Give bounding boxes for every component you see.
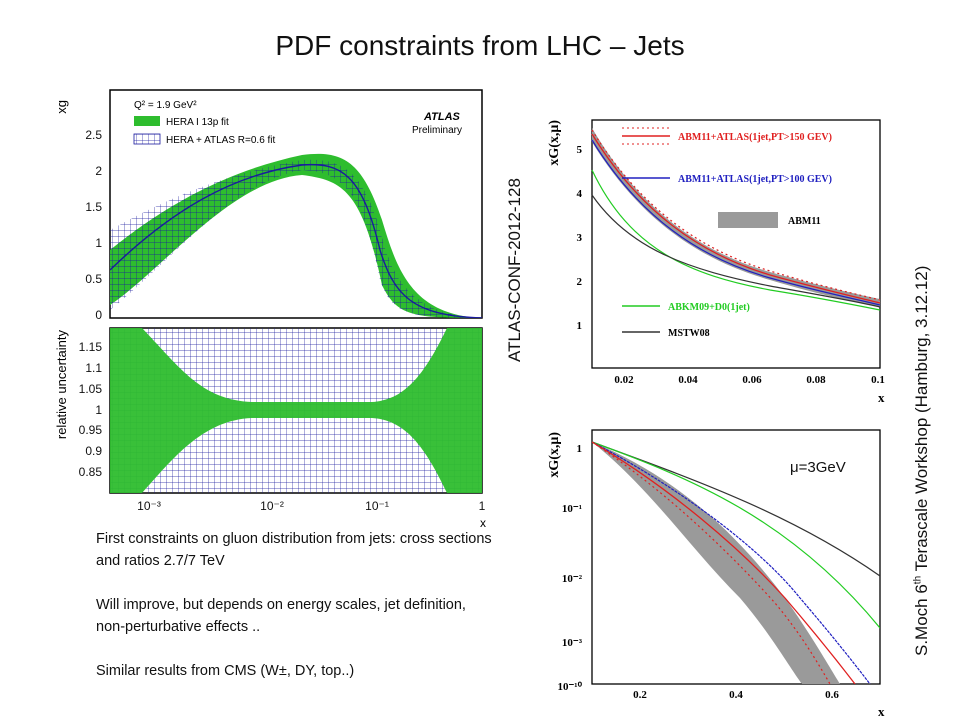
rt-y-ticks: 1 2 3 4 5	[577, 144, 583, 332]
svg-text:3: 3	[577, 232, 583, 244]
workshop-sup: th	[912, 575, 924, 585]
svg-text:0.2: 0.2	[633, 689, 647, 701]
svg-text:10⁻²: 10⁻²	[562, 573, 583, 585]
svg-text:1: 1	[479, 499, 486, 513]
rb-abkm09-curve	[592, 441, 880, 629]
svg-text:0.02: 0.02	[614, 374, 634, 386]
svg-text:10⁻¹: 10⁻¹	[365, 499, 389, 513]
svg-text:1.5: 1.5	[85, 200, 102, 214]
rb-y-ticks: 1 10⁻¹ 10⁻² 10⁻³ 10⁻¹⁰	[557, 443, 582, 693]
svg-text:1.05: 1.05	[79, 382, 103, 396]
preliminary-label: Preliminary	[412, 125, 462, 136]
rt-legend-mstw08-label: MSTW08	[668, 328, 710, 339]
svg-text:0.06: 0.06	[742, 374, 762, 386]
rb-abm11-band	[592, 442, 840, 684]
legend-hera-label: HERA I 13p fit	[166, 117, 229, 128]
svg-text:0.85: 0.85	[79, 465, 103, 479]
rb-ylabel: xG(x,μ)	[547, 432, 562, 478]
rb-abm11-atlas100-curve	[592, 441, 871, 684]
svg-text:1: 1	[95, 236, 102, 250]
rt-legend-abkm09-label: ABKM09+D0(1jet)	[668, 302, 750, 313]
svg-text:4: 4	[577, 188, 583, 200]
svg-text:0.08: 0.08	[806, 374, 826, 386]
paragraph-3: Similar results from CMS (W±, DY, top..)	[96, 663, 355, 679]
rt-abm11-atlas100-curve	[591, 139, 881, 306]
svg-text:1.1: 1.1	[85, 361, 102, 375]
rt-x-ticks: 0.02 0.04 0.06 0.08 0.1	[614, 374, 885, 386]
gluon-small-x-figure: ABM11+ATLAS(1jet,PT>150 GEV) ABM11+ATLAS…	[547, 119, 885, 405]
rb-abm11-atlas150-dotted	[592, 441, 831, 684]
legend-hera-atlas-swatch	[133, 133, 161, 145]
svg-text:10⁻¹⁰: 10⁻¹⁰	[557, 681, 582, 693]
svg-text:10⁻³: 10⁻³	[137, 499, 161, 513]
svg-text:0.95: 0.95	[79, 423, 103, 437]
rt-abkm09-curve	[591, 169, 881, 311]
svg-text:0: 0	[95, 308, 102, 322]
svg-text:1: 1	[577, 320, 583, 332]
rb-xlabel: x	[878, 704, 885, 719]
atlas-conf-label: ATLAS-CONF-2012-128	[505, 178, 524, 362]
upper-ylabel: xg	[54, 100, 69, 114]
relative-uncertainty-band	[110, 328, 482, 493]
svg-text:5: 5	[577, 144, 583, 156]
workshop-suffix: Terascale Workshop (Hamburg, 3.12.12)	[912, 265, 931, 576]
svg-text:10⁻¹: 10⁻¹	[562, 503, 582, 515]
rt-legend-150-label: ABM11+ATLAS(1jet,PT>150 GEV)	[678, 132, 832, 143]
svg-text:0.5: 0.5	[85, 272, 102, 286]
rb-abm11-atlas150-curve	[592, 441, 856, 684]
hera-atlas-central	[110, 163, 482, 318]
legend-hera-swatch	[134, 116, 160, 126]
gluon-large-x-figure: μ=3GeV 1 10⁻¹ 10⁻² 10⁻³ 10⁻¹⁰ 0.2 0.4 0.…	[547, 429, 885, 719]
slide-title: PDF constraints from LHC – Jets	[275, 30, 685, 61]
svg-text:0.04: 0.04	[678, 374, 698, 386]
rt-mstw08-curve	[591, 194, 881, 308]
rt-ylabel: xG(x,μ)	[547, 120, 562, 166]
rt-legend-100-label: ABM11+ATLAS(1jet,PT>100 GEV)	[678, 174, 832, 185]
svg-text:10⁻³: 10⁻³	[562, 637, 583, 649]
paragraph-2: Will improve, but depends on energy scal…	[96, 597, 466, 635]
rb-curves	[592, 441, 880, 684]
legend-hera-atlas-label: HERA + ATLAS R=0.6 fit	[166, 135, 276, 146]
rt-xlabel: x	[878, 390, 885, 405]
svg-text:0.6: 0.6	[825, 689, 839, 701]
lower-x-ticks: 10⁻³ 10⁻² 10⁻¹ 1	[137, 499, 486, 513]
lower-bands	[110, 328, 482, 493]
rt-legend-abm11-label: ABM11	[788, 216, 821, 227]
rt-frame	[591, 119, 881, 369]
lower-xlabel: x	[480, 516, 486, 530]
svg-text:2: 2	[577, 276, 583, 288]
svg-text:2.5: 2.5	[85, 128, 102, 142]
rt-legend-abm11-swatch	[718, 212, 778, 228]
paragraph-1: First constraints on gluon distribution …	[96, 531, 492, 569]
workshop-prefix: S.Moch 6	[912, 584, 931, 656]
rt-abm11-atlas150-curve	[591, 133, 881, 304]
svg-text:1.15: 1.15	[79, 340, 103, 354]
atlas-logo: ATLAS	[423, 111, 461, 123]
svg-text:0.9: 0.9	[85, 444, 102, 458]
q2-annotation: Q² = 1.9 GeV²	[134, 100, 197, 111]
atlas-xg-figure: 0 0.5 1 1.5 2 2.5 xg Q² = 1.9 GeV² HERA …	[54, 89, 486, 530]
workshop-label: S.Moch 6th Terascale Workshop (Hamburg, …	[912, 266, 932, 656]
upper-bands	[110, 153, 482, 318]
lower-ylabel: relative uncertainty	[54, 330, 69, 440]
svg-text:1: 1	[95, 403, 102, 417]
lower-y-ticks: 0.85 0.9 0.95 1 1.05 1.1 1.15	[79, 340, 103, 479]
svg-text:10⁻²: 10⁻²	[260, 499, 284, 513]
svg-text:0.4: 0.4	[729, 689, 743, 701]
rb-mu-annotation: μ=3GeV	[790, 459, 846, 476]
svg-text:1: 1	[577, 443, 583, 455]
upper-y-ticks: 0 0.5 1 1.5 2 2.5	[85, 128, 102, 322]
body-text: First constraints on gluon distribution …	[96, 528, 496, 682]
svg-text:0.1: 0.1	[871, 374, 885, 386]
svg-text:2: 2	[95, 164, 102, 178]
rb-x-ticks: 0.2 0.4 0.6	[633, 689, 839, 701]
